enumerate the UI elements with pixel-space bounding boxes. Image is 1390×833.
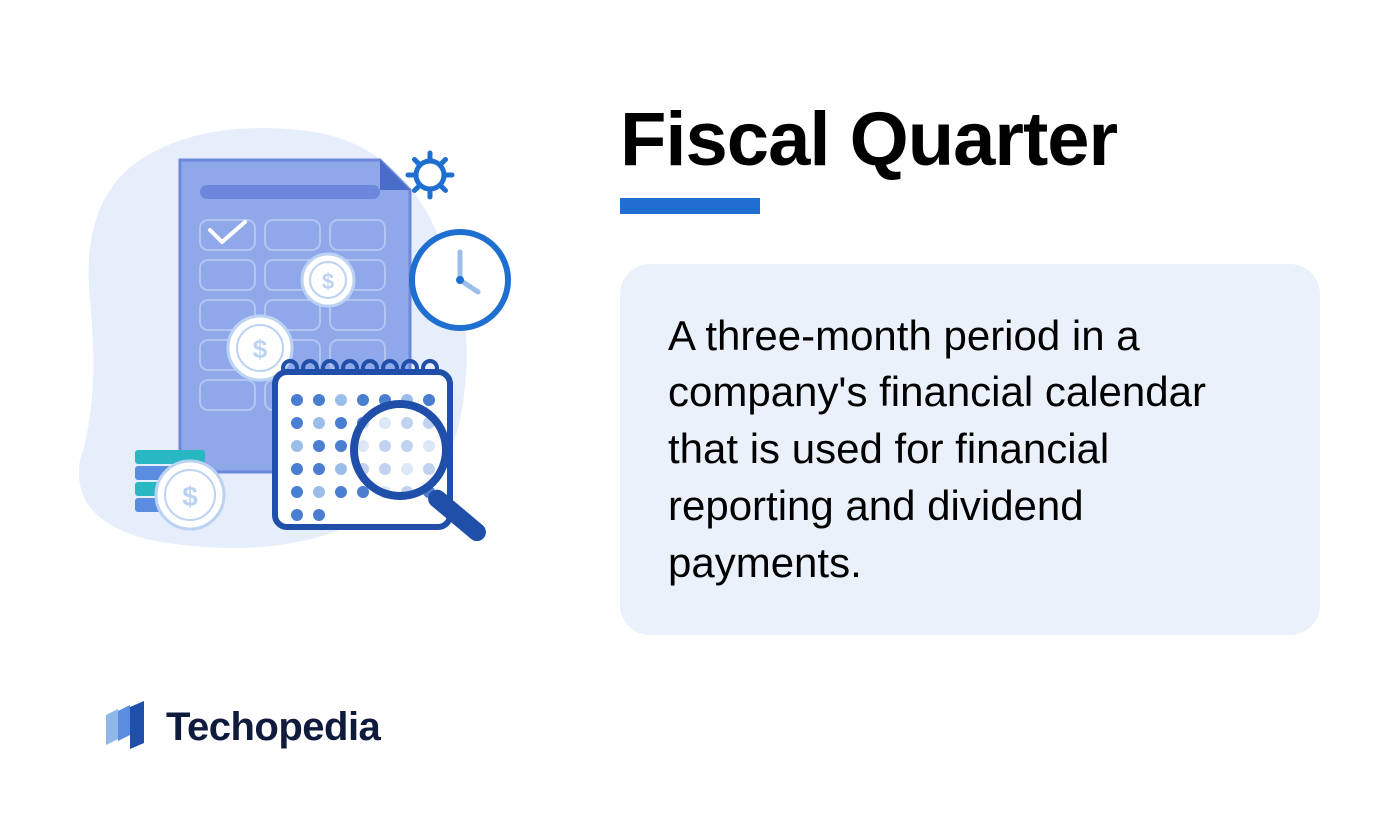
svg-text:$: $ bbox=[322, 269, 334, 294]
brand-name: Techopedia bbox=[166, 705, 380, 750]
logo-icon bbox=[100, 701, 152, 753]
definition-text: A three-month period in a company's fina… bbox=[620, 264, 1320, 635]
svg-text:$: $ bbox=[253, 334, 268, 364]
title-underline bbox=[620, 198, 760, 214]
page-title: Fiscal Quarter bbox=[620, 100, 1330, 180]
fiscal-illustration: $ $ bbox=[60, 80, 520, 560]
brand-logo: Techopedia bbox=[100, 701, 580, 753]
svg-text:$: $ bbox=[182, 481, 198, 512]
